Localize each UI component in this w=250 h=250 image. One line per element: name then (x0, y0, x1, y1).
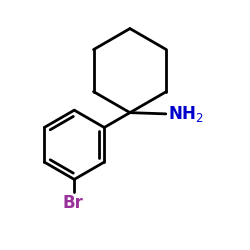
Text: NH$_2$: NH$_2$ (168, 104, 203, 124)
Text: Br: Br (62, 194, 84, 212)
